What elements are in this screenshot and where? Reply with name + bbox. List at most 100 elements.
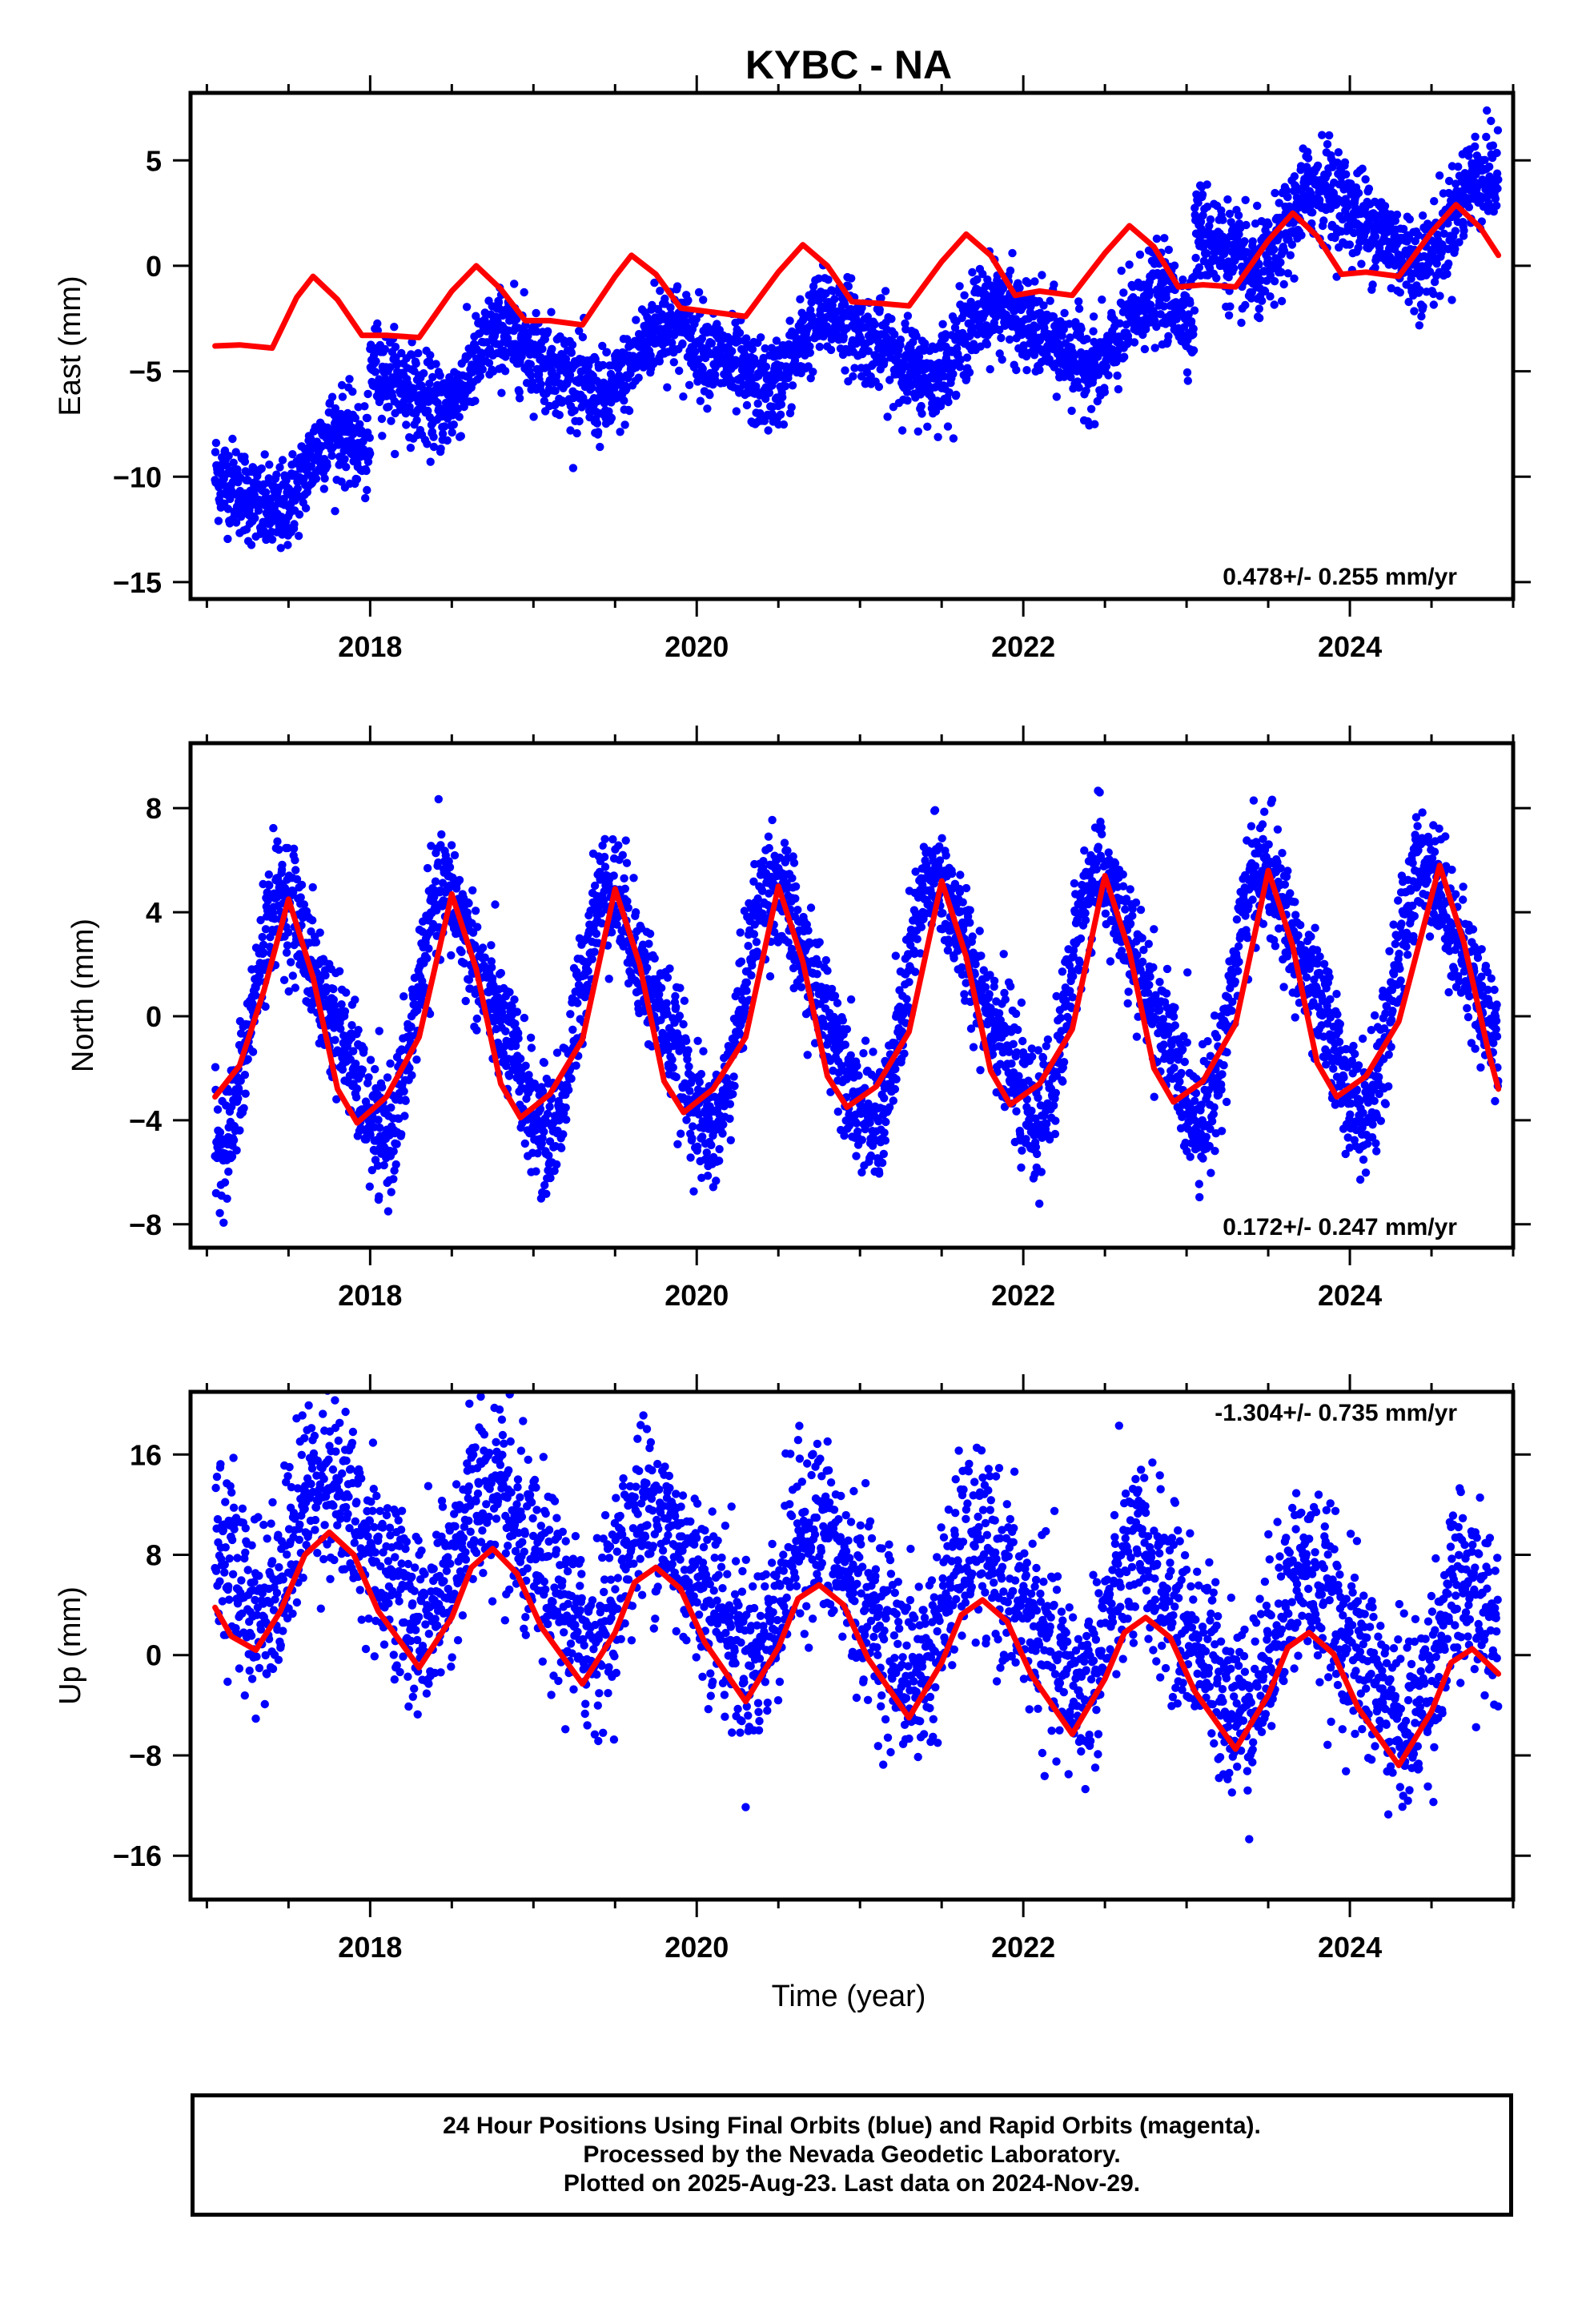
data-point: [426, 457, 435, 466]
data-point: [520, 1139, 529, 1148]
data-point: [529, 412, 538, 421]
data-point: [526, 1033, 536, 1043]
data-point: [1074, 304, 1084, 313]
data-point: [949, 434, 958, 443]
data-point: [1435, 171, 1444, 180]
data-point: [986, 364, 994, 374]
data-point: [512, 1007, 522, 1016]
data-point: [777, 400, 786, 409]
data-point: [1275, 199, 1283, 207]
data-point: [496, 968, 505, 978]
data-point: [375, 1027, 383, 1035]
data-point: [1189, 346, 1199, 355]
y-tick-label: −15: [113, 566, 162, 599]
data-point: [320, 474, 329, 483]
data-point: [1206, 215, 1215, 224]
data-point: [847, 274, 856, 283]
data-point: [588, 955, 596, 964]
data-point: [1454, 163, 1463, 171]
data-point: [278, 456, 287, 464]
data-point: [614, 841, 623, 850]
data-point: [1270, 245, 1279, 254]
data-point: [264, 870, 273, 879]
data-point: [463, 908, 472, 917]
data-point: [1242, 220, 1251, 230]
data-point: [622, 384, 631, 394]
data-point: [1447, 296, 1456, 304]
data-point: [390, 323, 399, 332]
data-point: [1308, 208, 1317, 217]
data-point: [1435, 292, 1444, 300]
data-point: [1182, 368, 1192, 377]
data-point: [213, 1105, 223, 1114]
data-point: [291, 855, 299, 865]
data-point: [426, 351, 435, 360]
data-point: [232, 1146, 241, 1155]
data-point: [588, 384, 596, 392]
data-point: [1135, 250, 1145, 259]
east-points: [211, 106, 1503, 553]
data-point: [707, 339, 717, 348]
data-point: [1082, 386, 1090, 395]
data-point: [890, 330, 899, 339]
data-point: [438, 429, 448, 438]
data-point: [215, 1208, 224, 1218]
data-point: [561, 1103, 570, 1112]
data-point: [1358, 164, 1367, 173]
data-point: [1119, 288, 1128, 297]
data-point: [694, 355, 703, 364]
data-point: [389, 1147, 398, 1156]
data-point: [354, 1026, 363, 1035]
data-point: [839, 332, 849, 341]
data-point: [1197, 224, 1206, 233]
data-point: [1488, 141, 1498, 150]
data-point: [1241, 300, 1250, 310]
data-point: [351, 1093, 361, 1102]
north-points: [211, 786, 1503, 1228]
data-point: [673, 282, 682, 291]
data-point: [352, 1084, 362, 1093]
data-point: [805, 348, 814, 357]
data-point: [379, 1160, 388, 1170]
data-point: [678, 339, 687, 348]
data-point: [572, 428, 581, 438]
data-point: [327, 392, 337, 401]
data-point: [1184, 310, 1193, 319]
data-point: [1493, 126, 1503, 135]
data-point: [1392, 210, 1402, 219]
data-point: [949, 369, 958, 379]
data-point: [1140, 344, 1150, 354]
data-point: [424, 944, 433, 953]
data-point: [248, 1047, 258, 1056]
data-point: [592, 929, 601, 939]
data-point: [363, 485, 371, 495]
data-point: [666, 303, 675, 312]
east-frame: [188, 90, 1516, 601]
data-point: [272, 470, 281, 479]
data-point: [1086, 404, 1096, 413]
data-point: [803, 335, 812, 344]
data-point: [478, 365, 487, 374]
data-point: [826, 345, 836, 355]
data-point: [1482, 132, 1491, 142]
data-point: [824, 275, 833, 284]
data-point: [788, 381, 797, 390]
data-point: [956, 356, 966, 364]
data-point: [618, 850, 627, 860]
data-point: [1152, 234, 1162, 243]
data-point: [337, 380, 347, 390]
data-point: [380, 344, 389, 354]
data-point: [211, 1063, 220, 1072]
data-point: [827, 335, 837, 344]
data-point: [1279, 279, 1288, 289]
data-point: [850, 364, 859, 372]
data-point: [955, 363, 965, 372]
data-point: [997, 333, 1006, 343]
data-point: [296, 893, 305, 902]
data-point: [599, 360, 608, 370]
data-point: [1179, 323, 1189, 332]
data-point: [1286, 251, 1295, 259]
data-point: [917, 401, 926, 411]
data-point: [440, 422, 449, 431]
data-point: [1318, 131, 1327, 139]
